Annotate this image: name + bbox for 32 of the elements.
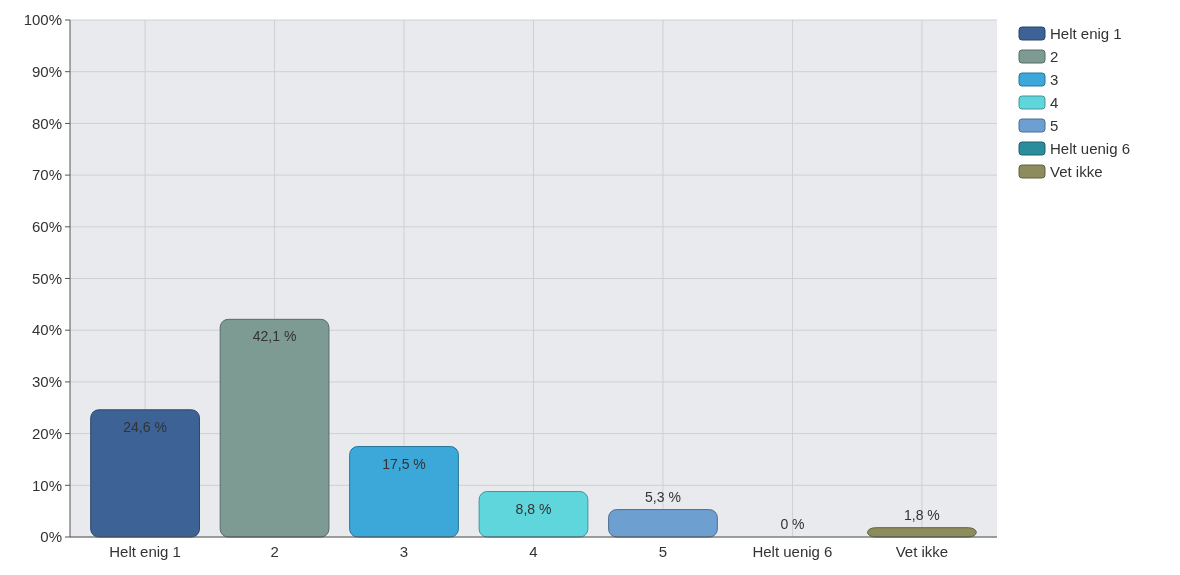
legend-label: Helt enig 1 (1050, 25, 1122, 43)
data-label: 5,3 % (645, 488, 681, 505)
data-label: 1,8 % (904, 506, 940, 523)
legend-label: 3 (1050, 71, 1059, 89)
legend-label: 5 (1050, 117, 1059, 135)
data-label: 24,6 % (123, 418, 167, 435)
legend-label: 4 (1050, 94, 1059, 112)
x-tick-label: 3 (399, 543, 409, 560)
data-label: 8,8 % (515, 500, 552, 517)
x-tick-label: 5 (658, 543, 668, 560)
data-label: 42,1 % (252, 328, 297, 345)
y-tick-label: 0% (40, 528, 62, 546)
legend-label: 2 (1050, 48, 1059, 66)
y-tick-label: 70% (31, 166, 62, 184)
y-tick-label: 10% (31, 476, 62, 494)
y-tick-label: 60% (31, 218, 62, 236)
x-tick-label: 4 (529, 543, 538, 560)
data-label: 0 % (780, 516, 805, 532)
y-tick-label: 50% (31, 269, 62, 287)
x-tick-label: Vet ikke (895, 543, 949, 560)
y-tick-label: 80% (31, 114, 62, 132)
y-tick-label: 40% (31, 321, 62, 339)
y-tick-label: 30% (31, 373, 62, 391)
x-tick-label: Helt uenig 6 (752, 543, 833, 560)
data-label: 17,5 % (382, 455, 426, 472)
legend-label: Helt uenig 6 (1050, 140, 1131, 158)
y-tick-label: 90% (31, 62, 62, 80)
y-tick-label: 20% (31, 424, 62, 442)
legend-label: Vet ikke (1050, 163, 1103, 181)
x-tick-label: 2 (270, 543, 279, 560)
y-tick-label: 100% (23, 11, 62, 29)
x-tick-label: Helt enig 1 (109, 543, 181, 560)
